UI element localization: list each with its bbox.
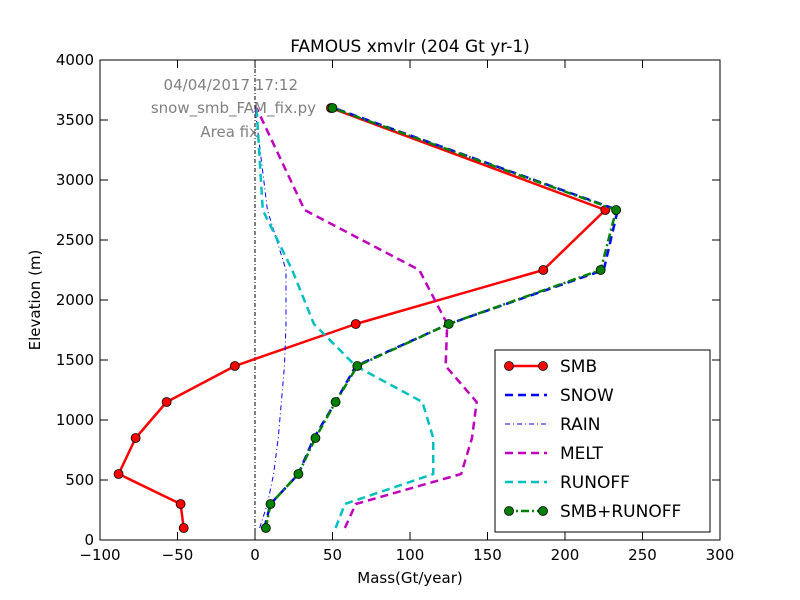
x-tick-label: 250 — [628, 546, 657, 564]
annotation-block: 04/04/2017 17:12 snow_smb_FAM_fix.py Are… — [151, 76, 316, 141]
y-tick-label: 500 — [65, 471, 94, 489]
chart-title: FAMOUS xmvlr (204 Gt yr-1) — [290, 37, 530, 57]
data-point — [113, 469, 124, 479]
legend-marker — [504, 506, 514, 516]
data-point — [130, 433, 141, 443]
data-point — [175, 499, 186, 509]
legend-box — [494, 349, 711, 533]
annotation-date: 04/04/2017 17:12 — [164, 76, 298, 94]
legend-entry: RUNOFF — [505, 473, 630, 493]
y-tick-label: 3500 — [56, 111, 94, 129]
data-point — [350, 319, 361, 329]
series-melt — [255, 107, 478, 529]
data-point — [595, 265, 606, 275]
legend-label: SNOW — [560, 386, 614, 406]
y-tick-label: 0 — [84, 531, 94, 549]
legend-entry: RAIN — [505, 415, 600, 435]
y-tick-label: 4000 — [56, 51, 94, 69]
y-tick-label: 2500 — [56, 231, 94, 249]
legend-marker — [538, 361, 548, 371]
data-point — [352, 361, 363, 371]
data-point — [293, 469, 304, 479]
legend: SMB SNOW RAIN MELT RUNOFF SMB+RUNOFF — [494, 349, 711, 533]
series-line — [117, 106, 607, 529]
legend-label: MELT — [560, 444, 604, 464]
data-point — [260, 523, 271, 533]
y-axis-label: Elevation (m) — [26, 250, 44, 351]
x-axis-label: Mass(Gt/year) — [357, 569, 463, 587]
data-point — [265, 499, 276, 509]
annotation-note: Area fix — [200, 123, 258, 141]
x-tick-label: 100 — [396, 546, 425, 564]
series-smb-runoff — [260, 103, 622, 533]
annotation-script: snow_smb_FAM_fix.py — [151, 99, 316, 118]
x-tick-label: 150 — [473, 546, 502, 564]
data-point — [611, 205, 622, 215]
legend-marker — [538, 506, 548, 516]
data-point — [310, 433, 321, 443]
axes: −100 −50 0 50 100 150 200 250 300050010001500200… — [56, 51, 735, 564]
y-tick-label: 1500 — [56, 351, 94, 369]
x-tick-label: −100 — [79, 546, 120, 564]
series-line — [255, 107, 435, 529]
data-point — [443, 319, 454, 329]
legend-entry: SNOW — [505, 386, 614, 406]
legend-entry: MELT — [505, 444, 604, 464]
legend-entry: SMB — [504, 357, 597, 377]
series-runoff — [255, 107, 435, 529]
data-point — [178, 523, 189, 533]
legend-label: RAIN — [560, 415, 600, 435]
data-point — [330, 397, 341, 407]
x-tick-label: 200 — [551, 546, 580, 564]
data-point — [327, 103, 338, 113]
data-point — [538, 265, 549, 275]
series-line — [255, 107, 478, 529]
y-tick-label: 3000 — [56, 171, 94, 189]
x-tick-label: 300 — [706, 546, 735, 564]
legend-entry: SMB+RUNOFF — [504, 502, 681, 522]
x-tick-label: 0 — [250, 546, 260, 564]
plot-area — [113, 60, 622, 540]
y-tick-label: 2000 — [56, 291, 94, 309]
series-line — [264, 106, 618, 529]
x-tick-label: 50 — [323, 546, 342, 564]
legend-label: SMB — [560, 357, 597, 377]
x-tick-label: −50 — [162, 546, 194, 564]
series-smb — [113, 103, 611, 533]
data-point — [229, 361, 240, 371]
legend-marker — [504, 361, 514, 371]
legend-label: RUNOFF — [560, 473, 630, 493]
data-point — [161, 397, 172, 407]
legend-label: SMB+RUNOFF — [560, 502, 681, 522]
y-tick-label: 1000 — [56, 411, 94, 429]
